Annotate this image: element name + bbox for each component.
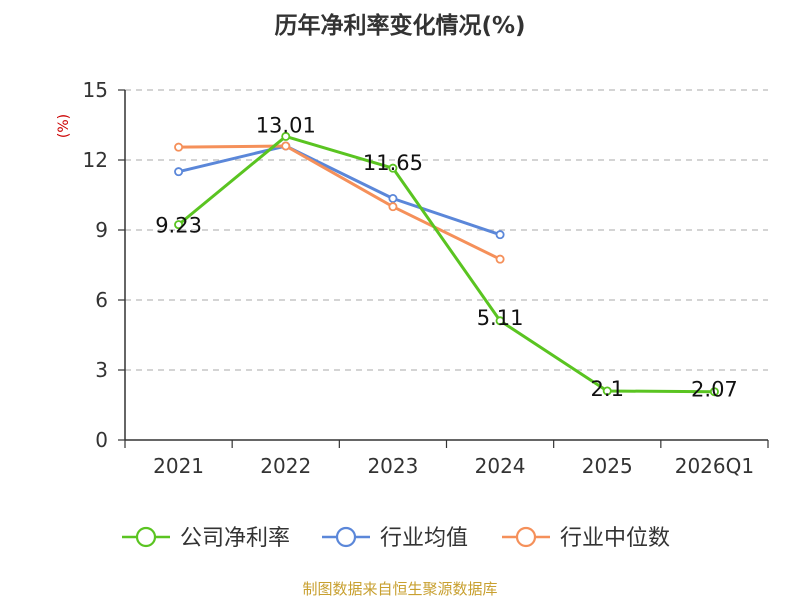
x-tick-label: 2022 <box>260 454 311 478</box>
x-tick-label: 2021 <box>153 454 204 478</box>
industry-median-point <box>174 142 184 152</box>
industry-average-point <box>388 193 398 203</box>
source-note: 制图数据来自恒生聚源数据库 <box>302 580 497 598</box>
legend-label: 行业均值 <box>380 526 468 551</box>
company-net-margin-point <box>388 163 398 173</box>
industry-median-point <box>281 141 291 151</box>
industry-median-point <box>388 202 398 212</box>
grid-lines <box>125 89 768 371</box>
y-tick-label: 12 <box>83 148 108 172</box>
data-labels: 9.23 13.01 11.65 5.11 2.1 2.07 <box>155 113 738 401</box>
y-tick-label: 0 <box>95 428 108 452</box>
legend-marker <box>135 526 157 548</box>
x-tick-label: 2023 <box>367 454 418 478</box>
data-label: 11.65 <box>363 151 423 175</box>
legend-item-industry-average: 行业均值 <box>322 526 468 551</box>
company-net-margin-point <box>709 387 719 397</box>
industry-average-line <box>178 144 501 237</box>
axes: 0 3 6 9 12 15 2021 2022 2023 2024 2025 2026Q1 <box>83 78 769 478</box>
company-net-margin-point <box>495 316 505 326</box>
chart-title: 历年净利率变化情况(%) <box>274 12 525 39</box>
x-tick-label: 2026Q1 <box>675 454 754 478</box>
company-net-margin-point <box>602 386 612 396</box>
y-tick-label: 15 <box>83 78 108 102</box>
legend-item-industry-median: 行业中位数 <box>502 526 670 551</box>
industry-median-line <box>178 144 501 261</box>
company-net-margin-point <box>281 131 291 141</box>
company-net-margin-line <box>177 134 715 394</box>
industry-median-point <box>495 254 505 264</box>
data-label: 2.1 <box>591 377 624 401</box>
y-axis-label: (%) <box>56 114 72 138</box>
data-label: 2.07 <box>691 378 738 402</box>
legend-label: 行业中位数 <box>560 526 670 551</box>
data-label: 13.01 <box>256 113 316 137</box>
legend-label: 公司净利率 <box>180 526 290 551</box>
company-net-margin-point <box>174 220 184 230</box>
industry-average-point <box>495 230 505 240</box>
y-tick-label: 3 <box>95 358 108 382</box>
legend-marker <box>335 526 357 548</box>
y-tick-label: 9 <box>95 218 108 242</box>
industry-average-point <box>174 167 184 177</box>
series-lines <box>174 131 719 397</box>
legend: 公司净利率 行业均值 行业中位数 <box>122 526 670 551</box>
legend-marker <box>515 526 537 548</box>
x-tick-label: 2024 <box>475 454 526 478</box>
x-tick-label: 2025 <box>582 454 633 478</box>
y-tick-label: 6 <box>95 288 108 312</box>
data-label: 5.11 <box>477 306 524 330</box>
data-label: 9.23 <box>155 214 202 238</box>
legend-item-company-net-margin: 公司净利率 <box>122 526 290 551</box>
